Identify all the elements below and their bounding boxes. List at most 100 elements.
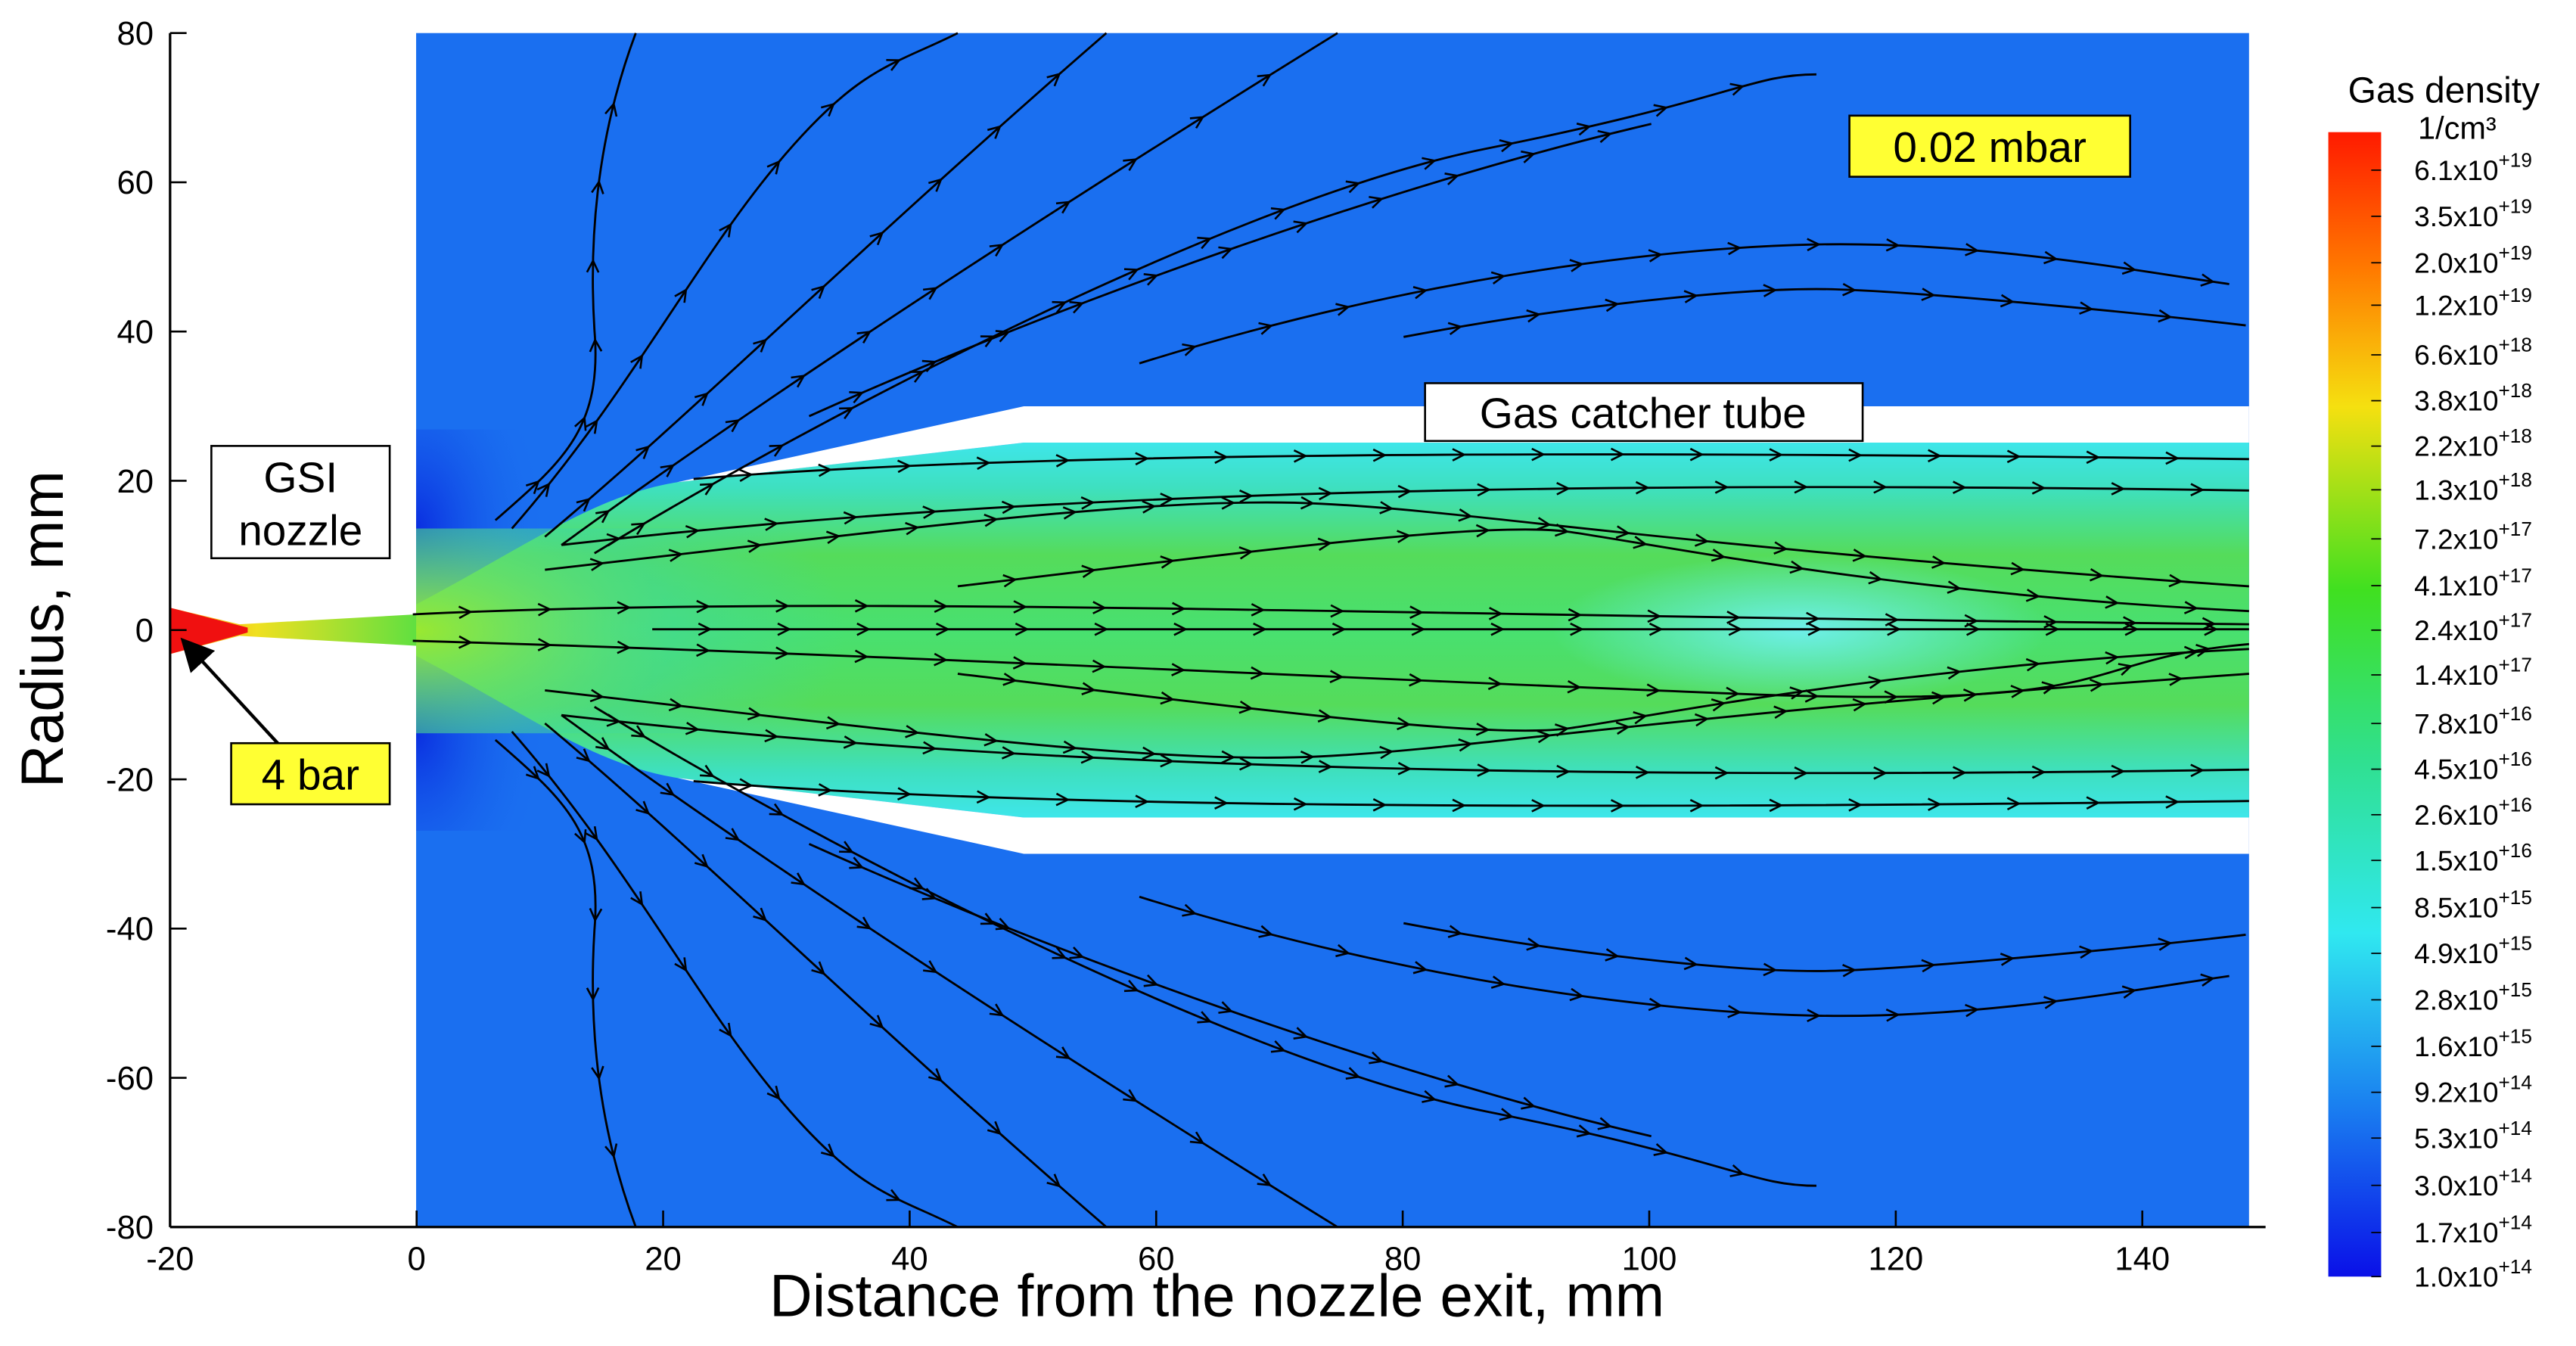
streamline-arrow xyxy=(1807,1009,1822,1023)
streamline-arrow xyxy=(1447,322,1463,335)
streamline-arrow xyxy=(585,826,598,841)
streamline-arrow xyxy=(685,722,701,735)
streamline-arrow xyxy=(1567,679,1582,694)
streamline-arrow xyxy=(635,800,651,815)
streamline-arrow xyxy=(1080,496,1095,510)
streamline-arrow xyxy=(1160,493,1175,506)
streamline-arrow xyxy=(1605,298,1620,312)
colorbar-label: 2.0x10+19 xyxy=(2414,241,2532,278)
colorbar-label: 4.5x10+16 xyxy=(2414,748,2532,785)
streamline-arrow xyxy=(1372,448,1387,462)
streamline-arrow xyxy=(1135,794,1150,809)
streamline-arrow xyxy=(1537,729,1552,744)
streamline-arrow xyxy=(1711,549,1726,562)
streamline-arrow xyxy=(811,961,826,975)
streamline-arrow xyxy=(586,987,600,1002)
streamline-arrow xyxy=(2000,953,2015,966)
streamline-arrow xyxy=(1683,290,1698,303)
streamline-arrow xyxy=(1521,150,1536,163)
streamline-arrow xyxy=(1055,201,1071,214)
streamline-arrow xyxy=(1648,249,1664,263)
streamline-arrow xyxy=(1013,600,1028,614)
streamline-arrow xyxy=(869,231,884,246)
streamline-arrow xyxy=(791,375,806,388)
streamline-arrow xyxy=(1648,997,1664,1012)
streamline-arrow xyxy=(1092,659,1107,673)
streamline-arrow xyxy=(1189,116,1205,129)
streamline-arrow xyxy=(747,707,763,721)
streamline xyxy=(545,501,2249,588)
annotation-box xyxy=(1848,114,2131,178)
streamline-arrow xyxy=(764,518,779,531)
colorbar-labels: 6.1x10+19 3.5x10+19 2.0x10+19 1.2x10+19 6.6x… xyxy=(2371,149,2532,1292)
streamline-arrow xyxy=(1422,1090,1437,1103)
annotation-box xyxy=(210,445,391,560)
streamline-arrow xyxy=(1015,622,1030,636)
streamline-arrow xyxy=(2195,643,2211,657)
streamline-arrow xyxy=(1238,546,1254,560)
streamline-arrow xyxy=(660,464,676,477)
streamline-arrow xyxy=(2111,764,2126,779)
streamline xyxy=(561,32,1338,546)
streamline-arrow xyxy=(631,725,646,738)
streamline-arrow xyxy=(1490,271,1506,285)
annotation-box xyxy=(230,741,391,806)
streamline-arrow xyxy=(1293,449,1308,463)
streamline-arrow xyxy=(586,258,600,273)
streamline xyxy=(808,123,1652,418)
streamline-arrow xyxy=(1317,537,1333,552)
y-tick-label: 60 xyxy=(117,164,154,201)
streamline-arrow xyxy=(1966,622,1981,636)
streamline-arrow xyxy=(2025,589,2041,602)
streamline-arrow xyxy=(1197,236,1213,250)
streamline-arrow xyxy=(2045,622,2060,636)
y-axis-label: Radius, mm xyxy=(9,471,76,788)
streamline-arrow xyxy=(854,649,869,664)
streamline-arrow xyxy=(1318,486,1333,501)
streamline-arrow xyxy=(1069,300,1085,314)
streamline-arrow xyxy=(1885,1008,1900,1022)
streamline-arrow xyxy=(595,737,611,751)
streamline-arrow xyxy=(1160,691,1175,705)
streamlines xyxy=(494,645,2249,1229)
streamline-arrow xyxy=(1477,483,1492,497)
streamline-arrow xyxy=(1842,282,1857,297)
x-tick-label: 100 xyxy=(1622,1241,1677,1278)
streamline-arrow xyxy=(1379,745,1394,760)
streamline-arrow xyxy=(2041,681,2057,695)
streamline-arrow xyxy=(1789,560,1804,574)
streamline-arrow xyxy=(922,287,938,300)
streamlines xyxy=(494,32,2249,614)
streamline-arrow xyxy=(2105,595,2120,609)
streamline-arrow xyxy=(1092,601,1107,614)
streamline-arrow xyxy=(1576,1124,1592,1138)
x-tick-label: 20 xyxy=(645,1241,682,1278)
y-tick-label: 80 xyxy=(117,15,154,52)
streamline-arrow xyxy=(1773,541,1788,555)
colorbar-label: 2.6x10+16 xyxy=(2414,793,2532,830)
streamline-arrow xyxy=(886,1189,902,1201)
streamline-arrow xyxy=(698,622,713,636)
streamline-arrow xyxy=(1055,792,1070,807)
streamline-arrow xyxy=(1490,622,1506,636)
streamline-arrow xyxy=(987,1121,1002,1136)
colorbar-label: 8.5x10+15 xyxy=(2414,886,2532,923)
streamline-arrow xyxy=(696,599,711,614)
streamline-arrow xyxy=(1062,740,1078,754)
streamline-arrow xyxy=(1160,555,1175,569)
streamline-arrow xyxy=(1293,797,1308,811)
streamline-arrow xyxy=(738,778,754,792)
streamline-arrow xyxy=(1689,799,1704,813)
streamline-arrow xyxy=(921,887,937,900)
streamline-arrow xyxy=(2158,937,2173,951)
streamline-arrow xyxy=(1556,764,1571,779)
streamline-arrow xyxy=(1218,246,1234,260)
streamline-arrow xyxy=(1794,480,1809,494)
streamline-arrow xyxy=(1055,1046,1071,1060)
streamline-arrow xyxy=(2086,796,2101,810)
streamline-arrow xyxy=(818,783,833,797)
streamline-arrow xyxy=(1329,670,1344,683)
annotation: 0.02 mbar xyxy=(1893,124,2087,172)
streamline-arrow xyxy=(820,1143,835,1158)
streamline-arrow xyxy=(1648,622,1664,636)
